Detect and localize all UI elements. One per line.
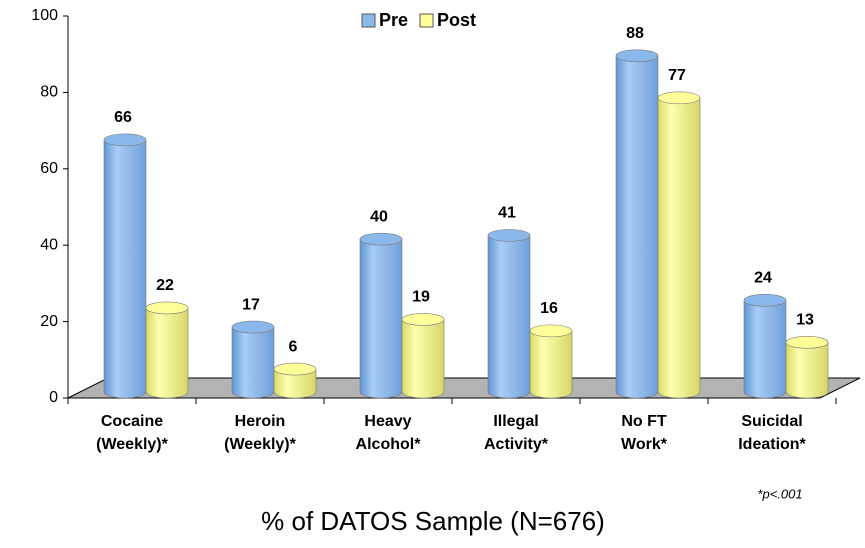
bar-top <box>743 294 787 307</box>
bar-top <box>529 324 573 338</box>
value-label: 13 <box>796 312 814 329</box>
x-tick-label: Suicidal <box>741 413 802 430</box>
value-label: 77 <box>668 67 686 84</box>
bar <box>103 139 147 399</box>
bar <box>615 55 659 399</box>
x-axis-title: % of DATOS Sample (N=676) <box>261 506 605 536</box>
x-tick-label: (Weekly)* <box>224 436 297 453</box>
bar-top <box>103 133 147 147</box>
y-tick-label: 100 <box>31 7 58 24</box>
x-tick-label: Activity* <box>484 436 549 453</box>
bar-top <box>785 336 829 349</box>
bar <box>145 307 189 399</box>
value-label: 41 <box>498 205 516 222</box>
annotation: *p<.001 <box>757 486 802 501</box>
bar <box>743 300 787 399</box>
value-label: 88 <box>626 25 644 42</box>
bar-top <box>231 320 275 334</box>
x-tick-label: (Weekly)* <box>96 436 169 453</box>
bar <box>231 326 275 399</box>
y-tick-label: 80 <box>40 84 58 101</box>
x-tick-label: Ideation* <box>738 436 806 453</box>
bar <box>487 235 531 399</box>
value-label: 40 <box>370 208 388 225</box>
bar <box>401 319 445 399</box>
value-label: 22 <box>156 277 174 294</box>
value-label: 17 <box>242 296 260 313</box>
y-tick-label: 40 <box>40 236 58 253</box>
bar-top <box>359 232 403 246</box>
legend-label: Post <box>437 10 476 30</box>
bar-top <box>145 301 189 315</box>
x-tick-label: No FT <box>621 413 667 430</box>
bar-top <box>401 313 445 326</box>
legend-swatch <box>419 13 434 28</box>
legend-label: Pre <box>379 10 408 30</box>
bar <box>359 238 403 399</box>
x-tick-label: Illegal <box>493 413 538 430</box>
value-label: 16 <box>540 300 558 317</box>
value-label: 19 <box>412 289 430 306</box>
bar <box>657 97 701 399</box>
x-tick-label: Work* <box>621 436 668 453</box>
x-tick-label: Alcohol* <box>356 436 422 453</box>
x-tick-label: Cocaine <box>101 413 163 430</box>
x-tick-label: Heroin <box>235 413 286 430</box>
bar-top <box>487 229 531 242</box>
y-tick-label: 0 <box>49 389 58 406</box>
bar-top <box>273 362 317 376</box>
bar <box>529 330 573 399</box>
bar <box>273 368 317 399</box>
value-label: 66 <box>114 109 132 126</box>
bar <box>785 342 829 399</box>
bar-top <box>615 49 659 63</box>
bar-top <box>657 91 701 105</box>
y-tick-label: 60 <box>40 160 58 177</box>
value-label: 24 <box>754 270 772 287</box>
x-tick-label: Heavy <box>364 413 411 430</box>
legend-swatch <box>361 13 376 28</box>
y-tick-label: 20 <box>40 313 58 330</box>
value-label: 6 <box>289 338 298 355</box>
